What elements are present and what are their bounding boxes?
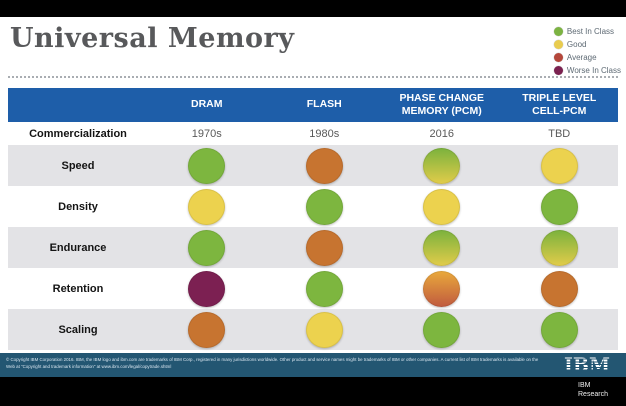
rating-cell xyxy=(501,186,619,227)
rating-circle xyxy=(305,270,343,307)
rating-cell xyxy=(383,268,501,309)
rating-cell xyxy=(148,309,266,350)
row-label: Speed xyxy=(61,159,95,172)
rating-circle xyxy=(423,147,461,184)
rating-circle xyxy=(305,311,343,348)
slide-body: Universal Memory Best In Class Good Averag… xyxy=(0,17,626,353)
legend-label: Best In Class xyxy=(566,27,615,36)
rating-cell xyxy=(383,309,501,350)
rating-circle xyxy=(423,270,461,307)
rating-cell xyxy=(148,227,266,268)
rating-cell xyxy=(266,268,384,309)
rating-cell xyxy=(148,186,266,227)
legend-label: Good xyxy=(566,40,587,49)
legend-label: Worse In Class xyxy=(566,66,621,75)
commercialization-row: Commercialization 1970s 1980s 2016 TBD xyxy=(8,122,618,145)
column-header: PHASE CHANGE MEMORY (PCM) xyxy=(399,91,485,117)
column-header: DRAM xyxy=(191,98,223,111)
legend-item: Average xyxy=(553,51,621,64)
ibm-research-line1: IBM xyxy=(578,382,591,389)
legend-item: Good xyxy=(553,38,621,51)
table-row: Endurance xyxy=(8,227,618,268)
footer-bar: © Copyright IBM Corporation 2016. IBM, t… xyxy=(0,353,626,377)
copyright-text: © Copyright IBM Corporation 2016. IBM, t… xyxy=(6,357,539,370)
rating-cell xyxy=(266,186,384,227)
rating-circle xyxy=(188,147,226,184)
rating-cell xyxy=(266,227,384,268)
rating-cell xyxy=(266,309,384,350)
rating-circle xyxy=(188,270,226,307)
legend-dot xyxy=(553,40,563,49)
rating-cell xyxy=(383,145,501,186)
legend-label: Average xyxy=(566,53,597,62)
rating-circle xyxy=(305,147,343,184)
comparison-table: DRAM FLASH PHASE CHANGE MEMORY (PCM) TRIPLE… xyxy=(8,88,618,350)
rating-circle xyxy=(540,188,578,225)
rating-circle xyxy=(305,229,343,266)
rating-cell xyxy=(383,186,501,227)
ibm-research-label: IBM Research xyxy=(578,381,608,399)
table-row: Retention xyxy=(8,268,618,309)
row-label: Retention xyxy=(52,282,104,295)
rating-circle xyxy=(188,229,226,266)
commercialization-value: TBD xyxy=(548,127,571,140)
rating-cell xyxy=(501,145,619,186)
rating-circle xyxy=(423,188,461,225)
rating-circle xyxy=(540,270,578,307)
title-divider xyxy=(8,76,618,78)
table-header: DRAM FLASH PHASE CHANGE MEMORY (PCM) TRIPLE… xyxy=(8,88,618,122)
rating-circle xyxy=(188,311,226,348)
legend: Best In Class Good Average Worse In Class xyxy=(553,25,621,77)
legend-item: Worse In Class xyxy=(553,64,621,77)
commercialization-value: 1970s xyxy=(191,127,222,140)
table-row: Speed xyxy=(8,145,618,186)
rating-cell xyxy=(383,227,501,268)
ibm-logo: IBM xyxy=(564,354,610,376)
rating-circle xyxy=(540,229,578,266)
column-header: TRIPLE LEVEL CELL-PCM xyxy=(522,91,597,117)
rating-circle xyxy=(540,147,578,184)
rating-cell xyxy=(148,268,266,309)
legend-dot xyxy=(553,53,563,62)
row-label: Commercialization xyxy=(29,127,127,140)
rating-circle xyxy=(305,188,343,225)
rating-cell xyxy=(148,145,266,186)
rating-circle xyxy=(423,229,461,266)
legend-dot xyxy=(553,66,563,75)
row-label: Endurance xyxy=(49,241,107,254)
rating-circle xyxy=(540,311,578,348)
legend-item: Best In Class xyxy=(553,25,621,38)
row-label: Density xyxy=(58,200,98,213)
rating-circle xyxy=(423,311,461,348)
table-row: Scaling xyxy=(8,309,618,350)
legend-dot xyxy=(553,27,563,36)
commercialization-value: 1980s xyxy=(309,127,340,140)
rating-cell xyxy=(501,268,619,309)
page-title: Universal Memory xyxy=(10,23,295,54)
table-row: Density xyxy=(8,186,618,227)
rating-circle xyxy=(188,188,226,225)
rating-cell xyxy=(501,309,619,350)
commercialization-value: 2016 xyxy=(429,127,454,140)
row-label: Scaling xyxy=(58,323,98,336)
ibm-research-line2: Research xyxy=(578,391,608,399)
rating-cell xyxy=(501,227,619,268)
column-header: FLASH xyxy=(306,98,342,111)
header-empty-cell xyxy=(8,88,148,122)
rating-cell xyxy=(266,145,384,186)
